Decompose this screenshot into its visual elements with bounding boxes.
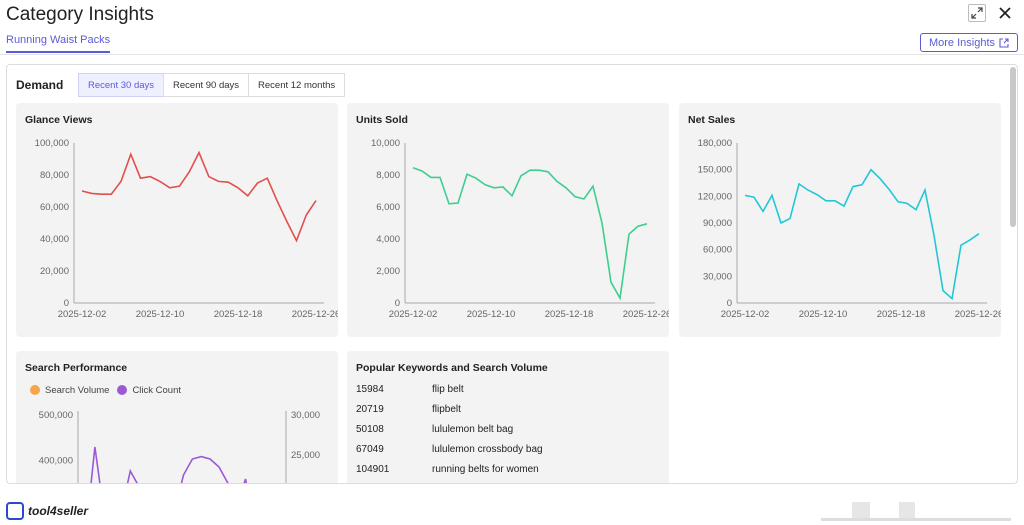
x-tick-label: 2025-12-10: [467, 309, 516, 320]
keyword-volume: 15984: [356, 384, 384, 395]
list-item: 104901 running belts for women: [356, 464, 539, 475]
glance-views-card: Glance Views 0 20,000 40,000 60,000 80,000 10…: [16, 103, 338, 337]
y-tick-label: 10,000: [371, 138, 400, 149]
y-tick-label: 0: [395, 298, 400, 309]
tabs-divider: [0, 54, 1024, 55]
more-insights-button[interactable]: More Insights: [919, 33, 1018, 52]
list-item: 15984 flip belt: [356, 384, 464, 395]
chart-legend: Search Volume Click Count: [30, 385, 181, 396]
range-tab-90d[interactable]: Recent 90 days: [163, 73, 250, 97]
range-tab-12m[interactable]: Recent 12 months: [248, 73, 346, 97]
more-insights-label: More Insights: [928, 36, 995, 49]
y-tick-label: 4,000: [376, 234, 400, 245]
chart-title: Glance Views: [25, 114, 93, 126]
net-sales-card: Net Sales 0 30,000 60,000 90,000 120,000 150,…: [679, 103, 1001, 337]
series-line: [81, 150, 317, 243]
y-tick-label: 100,000: [35, 138, 69, 149]
y-tick-label: 30,000: [703, 271, 732, 282]
keyword-text: running belts for women: [432, 464, 539, 475]
y-tick-label: 90,000: [703, 218, 732, 229]
series-line: [744, 168, 980, 301]
range-tab-30d[interactable]: Recent 30 days: [78, 73, 165, 97]
keyword-text: flipbelt: [432, 404, 461, 415]
keyword-volume: 20719: [356, 404, 384, 415]
brand-logo: tool4seller: [6, 502, 88, 520]
range-tabs: Recent 30 days Recent 90 days Recent 12 …: [78, 73, 346, 97]
legend-click-count[interactable]: Click Count: [117, 385, 181, 396]
demand-label: Demand: [16, 78, 64, 92]
list-item: 20719 flipbelt: [356, 404, 461, 415]
keywords-title: Popular Keywords and Search Volume: [356, 362, 548, 374]
net-sales-chart: 0 30,000 60,000 90,000 120,000 150,000 180,000…: [698, 138, 1001, 320]
units-sold-chart: 0 2,000 4,000 6,000 8,000 10,000 2025-12-02 202…: [371, 138, 669, 320]
tab-running-waist-packs[interactable]: Running Waist Packs: [6, 34, 111, 53]
x-tick-label: 2025-12-02: [389, 309, 438, 320]
y-tick-label: 80,000: [40, 170, 69, 181]
x-tick-label: 2025-12-10: [799, 309, 848, 320]
y-tick-label: 500,000: [39, 410, 73, 421]
expand-icon[interactable]: [968, 4, 986, 22]
x-tick-label: 2025-12-26: [623, 309, 669, 320]
y-tick-label: 6,000: [376, 202, 400, 213]
footer-block: [899, 502, 915, 518]
scrollbar[interactable]: [1010, 67, 1016, 227]
list-item: 67049 lululemon crossbody bag: [356, 444, 543, 455]
brand-name: tool4seller: [28, 504, 89, 518]
y-tick-label: 0: [727, 298, 732, 309]
y-tick-label: 40,000: [40, 234, 69, 245]
window-controls: [968, 4, 1014, 22]
y-tick-label: 2,000: [376, 266, 400, 277]
close-icon[interactable]: [996, 4, 1014, 22]
y-tick-label: 25,000: [291, 450, 320, 461]
insights-panel: Demand Recent 30 days Recent 90 days Rec…: [6, 64, 1018, 484]
footer-strip: [821, 518, 1011, 521]
y-tick-label: 0: [64, 298, 69, 309]
keyword-volume: 67049: [356, 444, 384, 455]
x-tick-label: 2025-12-18: [214, 309, 263, 320]
footer-block: [852, 502, 870, 518]
chart-title: Units Sold: [356, 114, 408, 126]
legend-search-volume[interactable]: Search Volume: [30, 385, 109, 396]
y-tick-label: 30,000: [291, 410, 320, 421]
keyword-volume: 50108: [356, 424, 384, 435]
y-tick-label: 180,000: [698, 138, 732, 149]
y-tick-label: 150,000: [698, 165, 732, 176]
click-count-line: [90, 446, 248, 483]
x-tick-label: 2025-12-02: [58, 309, 107, 320]
y-tick-label: 120,000: [698, 191, 732, 202]
keyword-text: lululemon belt bag: [432, 424, 514, 435]
y-tick-label: 20,000: [40, 266, 69, 277]
list-item: 50108 lululemon belt bag: [356, 424, 513, 435]
series-line: [412, 167, 648, 301]
y-tick-label: 60,000: [703, 245, 732, 256]
search-performance-card: Search Performance Search Volume Click C…: [16, 351, 338, 483]
x-tick-label: 2025-12-10: [136, 309, 185, 320]
x-tick-label: 2025-12-26: [955, 309, 1001, 320]
y-tick-label: 8,000: [376, 170, 400, 181]
units-sold-card: Units Sold 0 2,000 4,000 6,000 8,000 10,000 20…: [347, 103, 669, 337]
logo-icon: [6, 502, 24, 520]
x-tick-label: 2025-12-18: [545, 309, 594, 320]
glance-views-chart: 0 20,000 40,000 60,000 80,000 100,000 2025-12-…: [35, 138, 338, 320]
keyword-text: flip belt: [432, 384, 464, 395]
x-tick-label: 2025-12-02: [721, 309, 770, 320]
chart-title: Search Performance: [25, 362, 128, 374]
y-tick-label: 60,000: [40, 202, 69, 213]
external-link-icon: [999, 37, 1009, 48]
keyword-volume: 104901: [356, 464, 390, 475]
x-tick-label: 2025-12-18: [877, 309, 926, 320]
page-title: Category Insights: [6, 4, 154, 25]
y-tick-label: 400,000: [39, 455, 73, 466]
chart-title: Net Sales: [688, 114, 736, 126]
search-performance-chart: 300,000400,000500,00015,00020,00025,0003…: [39, 410, 320, 483]
keyword-text: lululemon crossbody bag: [432, 444, 543, 455]
x-tick-label: 2025-12-26: [292, 309, 338, 320]
keywords-card: Popular Keywords and Search Volume 15984…: [347, 351, 669, 483]
